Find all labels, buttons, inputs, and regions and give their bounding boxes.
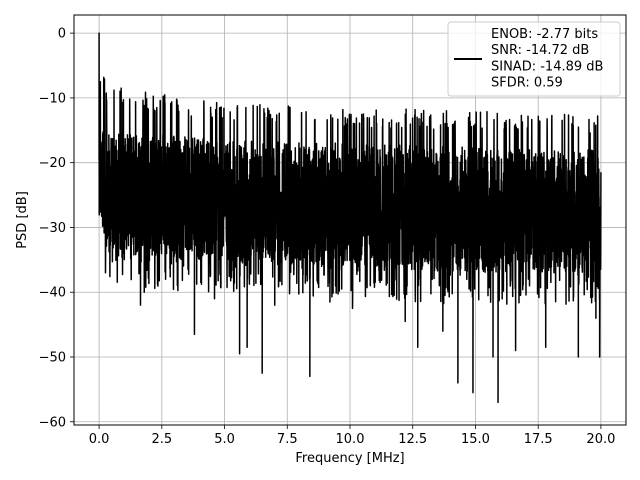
x-tick-label: 15.0 — [461, 432, 490, 447]
y-tick-label: −60 — [39, 415, 66, 430]
x-tick-label: 20.0 — [586, 432, 615, 447]
x-axis-label: Frequency [MHz] — [295, 451, 404, 466]
x-tick-label: 2.5 — [151, 432, 172, 447]
y-tick-label: −30 — [39, 221, 66, 236]
y-tick-label: −10 — [39, 91, 66, 106]
x-tick-label: 10.0 — [336, 432, 365, 447]
x-tick-label: 7.5 — [277, 432, 298, 447]
y-tick-label: −40 — [39, 286, 66, 301]
axis-ticks: 0.0 2.5 5.0 7.5 10.0 12.5 15.0 17.5 20.0 0 −10 −20 −… — [39, 27, 616, 447]
x-tick-label: 12.5 — [398, 432, 427, 447]
legend-box — [447, 21, 621, 97]
legend-snr: SNR: -14.72 dB — [491, 43, 589, 58]
x-tick-label: 5.0 — [214, 432, 235, 447]
y-axis-label: PSD [dB] — [15, 191, 30, 249]
legend-enob: ENOB: -2.77 bits — [491, 27, 598, 42]
psd-series — [98, 32, 602, 404]
legend-sinad: SINAD: -14.89 dB — [491, 59, 603, 74]
y-tick-label: 0 — [58, 27, 66, 42]
y-tick-label: −20 — [39, 156, 66, 171]
legend: ENOB: -2.77 bits SNR: -14.72 dB SINAD: -… — [447, 21, 621, 97]
x-tick-label: 0.0 — [89, 432, 110, 447]
psd-line — [98, 32, 602, 404]
x-tick-label: 17.5 — [524, 432, 553, 447]
y-tick-label: −50 — [39, 350, 66, 365]
legend-sfdr: SFDR: 0.59 — [491, 76, 563, 91]
